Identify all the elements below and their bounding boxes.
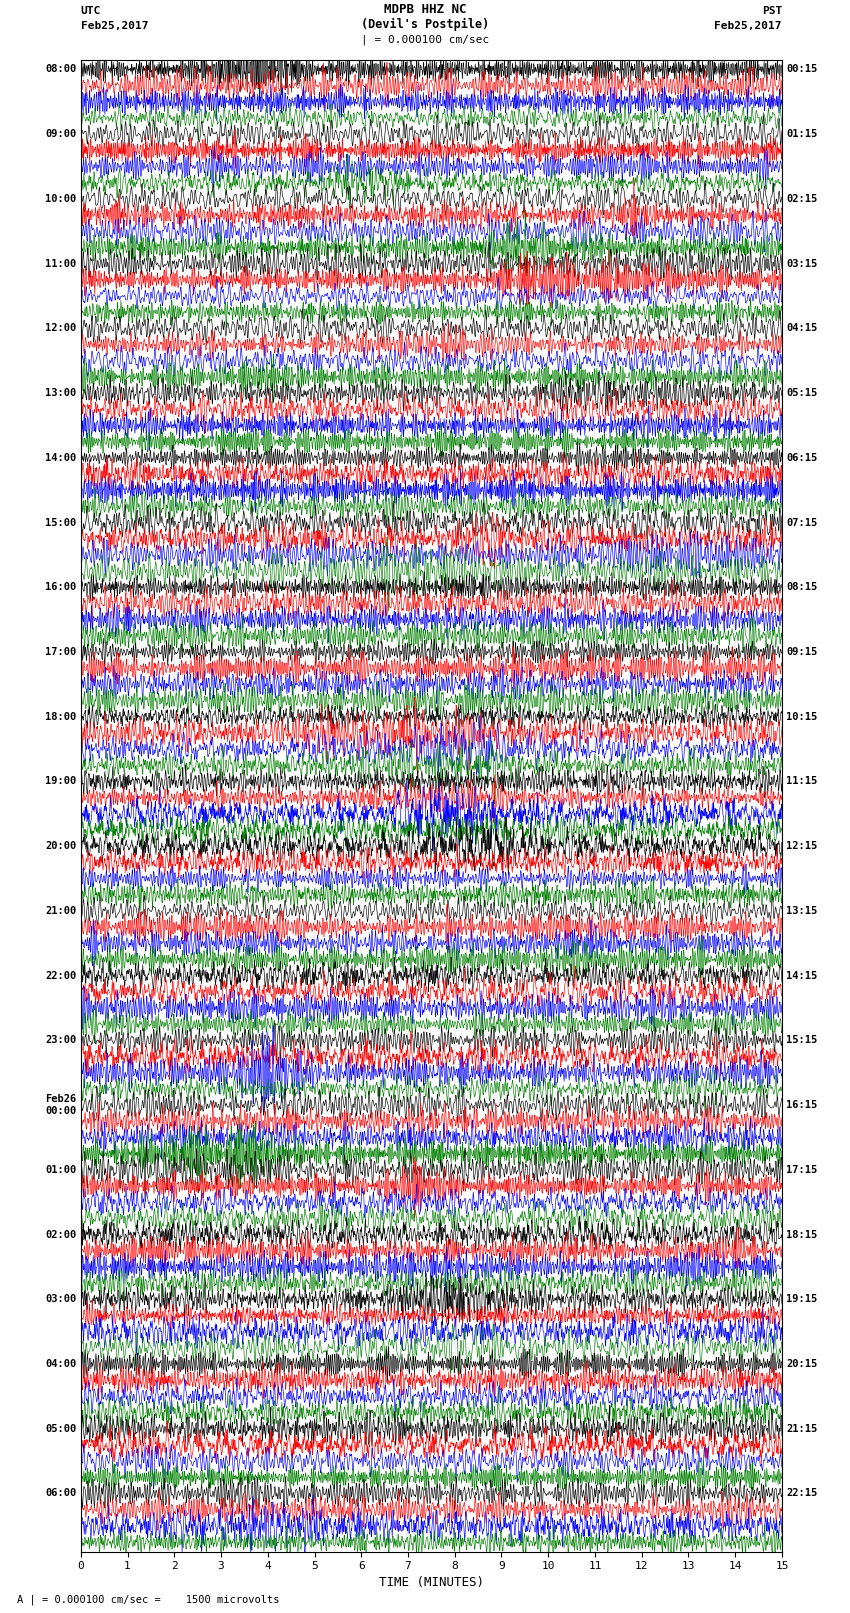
Text: Feb25,2017: Feb25,2017 — [81, 21, 148, 31]
Text: 15:00: 15:00 — [45, 518, 76, 527]
Text: 13:15: 13:15 — [786, 907, 818, 916]
Text: 08:15: 08:15 — [786, 582, 818, 592]
Text: 14:00: 14:00 — [45, 453, 76, 463]
Text: 14:15: 14:15 — [786, 971, 818, 981]
Text: 11:00: 11:00 — [45, 258, 76, 269]
Text: 03:00: 03:00 — [45, 1294, 76, 1305]
Text: 12:00: 12:00 — [45, 323, 76, 334]
Text: 13:00: 13:00 — [45, 389, 76, 398]
Text: Feb26
00:00: Feb26 00:00 — [45, 1094, 76, 1116]
Text: 21:00: 21:00 — [45, 907, 76, 916]
Text: 19:15: 19:15 — [786, 1294, 818, 1305]
Text: 02:15: 02:15 — [786, 194, 818, 203]
Text: 00:15: 00:15 — [786, 65, 818, 74]
Text: 22:15: 22:15 — [786, 1489, 818, 1498]
Text: 07:15: 07:15 — [786, 518, 818, 527]
Text: PST: PST — [762, 6, 782, 16]
Text: 01:00: 01:00 — [45, 1165, 76, 1174]
Text: 20:00: 20:00 — [45, 840, 76, 852]
Text: 17:00: 17:00 — [45, 647, 76, 656]
Text: 02:00: 02:00 — [45, 1229, 76, 1239]
Text: 18:15: 18:15 — [786, 1229, 818, 1239]
Text: 10:15: 10:15 — [786, 711, 818, 721]
Text: UTC: UTC — [81, 6, 101, 16]
Text: 22:00: 22:00 — [45, 971, 76, 981]
Text: 03:15: 03:15 — [786, 258, 818, 269]
Text: | = 0.000100 cm/sec: | = 0.000100 cm/sec — [361, 34, 489, 45]
Text: 06:00: 06:00 — [45, 1489, 76, 1498]
Text: (Devil's Postpile): (Devil's Postpile) — [361, 18, 489, 31]
X-axis label: TIME (MINUTES): TIME (MINUTES) — [379, 1576, 484, 1589]
Text: 12:15: 12:15 — [786, 840, 818, 852]
Text: 05:15: 05:15 — [786, 389, 818, 398]
Text: MDPB HHZ NC: MDPB HHZ NC — [383, 3, 467, 16]
Text: A | = 0.000100 cm/sec =    1500 microvolts: A | = 0.000100 cm/sec = 1500 microvolts — [17, 1594, 280, 1605]
Text: 05:00: 05:00 — [45, 1424, 76, 1434]
Text: 16:00: 16:00 — [45, 582, 76, 592]
Text: 04:00: 04:00 — [45, 1360, 76, 1369]
Text: 09:00: 09:00 — [45, 129, 76, 139]
Text: 19:00: 19:00 — [45, 776, 76, 787]
Text: 06:15: 06:15 — [786, 453, 818, 463]
Text: 01:15: 01:15 — [786, 129, 818, 139]
Text: 09:15: 09:15 — [786, 647, 818, 656]
Text: 20:15: 20:15 — [786, 1360, 818, 1369]
Text: 08:00: 08:00 — [45, 65, 76, 74]
Text: 04:15: 04:15 — [786, 323, 818, 334]
Text: 23:00: 23:00 — [45, 1036, 76, 1045]
Text: Feb25,2017: Feb25,2017 — [715, 21, 782, 31]
Text: 10:00: 10:00 — [45, 194, 76, 203]
Text: 11:15: 11:15 — [786, 776, 818, 787]
Text: 15:15: 15:15 — [786, 1036, 818, 1045]
Text: 18:00: 18:00 — [45, 711, 76, 721]
Text: 21:15: 21:15 — [786, 1424, 818, 1434]
Text: 16:15: 16:15 — [786, 1100, 818, 1110]
Text: 17:15: 17:15 — [786, 1165, 818, 1174]
